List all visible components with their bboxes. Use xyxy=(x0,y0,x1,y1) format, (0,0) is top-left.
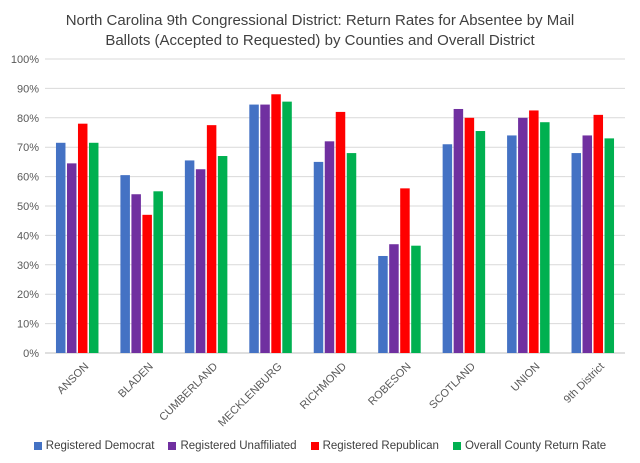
legend-item: Registered Republican xyxy=(310,440,439,452)
legend-label: Overall County Return Rate xyxy=(464,440,607,452)
bar-overall-county-return-rate xyxy=(604,138,615,353)
x-tick-label: BLADEN xyxy=(116,361,156,401)
bar-registered-unaffiliated xyxy=(195,169,206,353)
bar-registered-republican xyxy=(335,111,346,353)
bar-registered-unaffiliated xyxy=(324,141,335,353)
bar-registered-republican xyxy=(77,123,88,354)
bar-registered-republican xyxy=(271,94,281,353)
bar-registered-republican xyxy=(529,110,539,353)
bar-registered-democrat xyxy=(55,142,66,353)
bar-registered-democrat xyxy=(442,144,453,353)
bar-overall-county-return-rate xyxy=(88,142,99,353)
x-tick-label: MECKLENBURG xyxy=(216,361,285,430)
y-tick-label: 70% xyxy=(17,142,39,154)
bar-registered-unaffiliated xyxy=(66,163,77,353)
legend-item: Registered Unaffiliated xyxy=(168,440,297,452)
legend-swatch xyxy=(168,442,177,450)
x-tick-label: SCOTLAND xyxy=(427,361,478,412)
x-tick-label: UNION xyxy=(509,361,543,395)
chart-title-line-1: North Carolina 9th Congressional Distric… xyxy=(65,12,575,29)
y-tick-label: 0% xyxy=(23,348,39,360)
bar-registered-democrat xyxy=(184,160,195,353)
bar-registered-republican xyxy=(593,114,604,353)
bar-registered-unaffiliated xyxy=(453,108,464,353)
y-tick-label: 40% xyxy=(17,230,39,242)
bar-registered-democrat xyxy=(571,153,582,353)
legend-swatch xyxy=(33,442,42,450)
x-tick-label: 9th District xyxy=(562,361,607,406)
y-tick-label: 100% xyxy=(11,54,39,66)
x-tick-label: RICHMOND xyxy=(298,361,349,412)
x-tick-label: ANSON xyxy=(55,361,91,397)
bar-registered-republican xyxy=(400,188,410,353)
bar-registered-republican xyxy=(464,117,475,353)
y-tick-label: 50% xyxy=(17,201,39,213)
y-tick-label: 60% xyxy=(17,172,39,184)
bar-registered-democrat xyxy=(249,104,259,353)
bar-registered-democrat xyxy=(120,175,130,353)
legend-label: Registered Republican xyxy=(322,440,439,452)
bar-overall-county-return-rate xyxy=(411,245,421,353)
y-tick-label: 90% xyxy=(17,83,39,95)
bar-overall-county-return-rate xyxy=(282,101,292,353)
bar-registered-unaffiliated xyxy=(131,194,141,353)
y-tick-label: 30% xyxy=(17,260,39,272)
x-tick-label: ROBESON xyxy=(366,361,413,408)
x-tick-label: CUMBERLAND xyxy=(157,361,220,424)
bar-registered-republican xyxy=(206,125,217,354)
y-tick-label: 10% xyxy=(17,319,39,331)
bar-registered-unaffiliated xyxy=(582,135,593,353)
y-tick-label: 20% xyxy=(17,289,39,301)
bar-overall-county-return-rate xyxy=(346,153,357,353)
bar-registered-unaffiliated xyxy=(260,104,270,353)
legend-item: Overall County Return Rate xyxy=(452,440,607,452)
bar-registered-democrat xyxy=(313,161,324,353)
bar-registered-unaffiliated xyxy=(389,244,399,353)
legend: Registered Democrat Registered Unaffiliat… xyxy=(0,440,640,452)
bar-registered-unaffiliated xyxy=(518,117,528,353)
y-tick-label: 80% xyxy=(17,113,39,125)
chart-title-line-2: Ballots (Accepted to Requested) by Count… xyxy=(105,32,535,49)
legend-label: Registered Unaffiliated xyxy=(180,440,297,452)
legend-swatch xyxy=(310,442,319,450)
bar-registered-democrat xyxy=(507,135,517,353)
legend-swatch xyxy=(452,442,461,450)
bar-overall-county-return-rate xyxy=(153,191,163,353)
bar-overall-county-return-rate xyxy=(217,156,228,353)
bar-registered-republican xyxy=(142,214,152,353)
legend-label: Registered Democrat xyxy=(45,440,155,452)
bar-overall-county-return-rate xyxy=(540,122,550,354)
legend-item: Registered Democrat xyxy=(33,440,155,452)
bar-overall-county-return-rate xyxy=(475,131,486,353)
bar-registered-democrat xyxy=(378,255,388,353)
